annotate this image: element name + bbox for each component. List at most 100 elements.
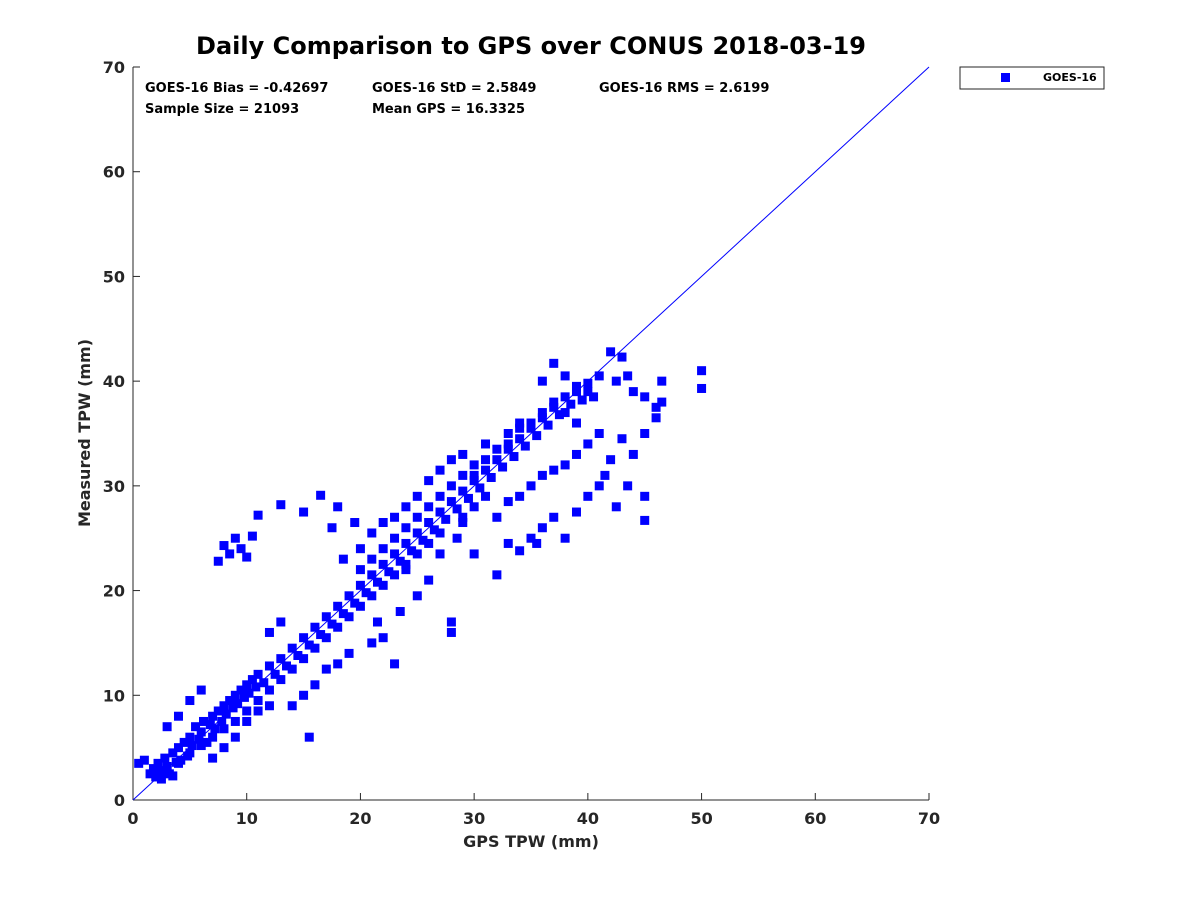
data-point bbox=[697, 383, 707, 393]
data-point bbox=[276, 500, 286, 510]
legend-box bbox=[959, 66, 1105, 90]
data-point bbox=[628, 387, 638, 397]
data-point bbox=[304, 732, 314, 742]
data-point bbox=[469, 549, 479, 559]
data-point bbox=[355, 580, 365, 590]
data-point bbox=[492, 570, 502, 580]
data-point bbox=[446, 481, 456, 491]
legend-marker-square bbox=[1001, 73, 1010, 82]
data-point bbox=[367, 570, 377, 580]
data-point bbox=[310, 622, 320, 632]
data-point bbox=[134, 758, 144, 768]
data-point bbox=[253, 669, 263, 679]
data-point bbox=[299, 633, 309, 643]
data-point bbox=[418, 535, 428, 545]
data-point bbox=[270, 669, 280, 679]
data-point bbox=[435, 465, 445, 475]
data-point bbox=[299, 690, 309, 700]
data-point bbox=[589, 392, 599, 402]
data-point bbox=[299, 654, 309, 664]
data-point bbox=[532, 431, 542, 441]
data-point bbox=[537, 376, 547, 386]
data-point bbox=[253, 706, 263, 716]
data-point bbox=[537, 413, 547, 423]
data-point bbox=[225, 549, 235, 559]
data-point bbox=[463, 493, 473, 503]
data-point bbox=[412, 512, 422, 522]
data-point bbox=[571, 381, 581, 391]
stat-sample-size: Sample Size = 21093 bbox=[145, 102, 299, 117]
data-point bbox=[378, 544, 388, 554]
data-point bbox=[213, 556, 223, 566]
data-point bbox=[606, 347, 616, 357]
data-point bbox=[384, 567, 394, 577]
data-point bbox=[412, 491, 422, 501]
data-point bbox=[424, 476, 434, 486]
data-point bbox=[554, 410, 564, 420]
data-point bbox=[199, 716, 209, 726]
data-point bbox=[236, 544, 246, 554]
x-axis-label: GPS TPW (mm) bbox=[463, 832, 599, 851]
data-point bbox=[611, 376, 621, 386]
data-point bbox=[219, 743, 229, 753]
data-point bbox=[424, 575, 434, 585]
data-point bbox=[321, 633, 331, 643]
data-point bbox=[492, 444, 502, 454]
stat-bias: GOES-16 Bias = -0.42697 bbox=[145, 81, 328, 96]
data-point bbox=[424, 538, 434, 548]
data-point bbox=[651, 402, 661, 412]
data-point bbox=[293, 650, 303, 660]
data-point bbox=[179, 737, 189, 747]
x-ticks: 0 10 20 30 40 50 60 70 bbox=[127, 793, 940, 828]
data-point bbox=[458, 486, 468, 496]
data-point bbox=[640, 515, 650, 525]
y-tick-label: 60 bbox=[103, 163, 125, 182]
data-point bbox=[486, 472, 496, 482]
data-point bbox=[401, 565, 411, 575]
stat-rms: GOES-16 RMS = 2.6199 bbox=[599, 81, 769, 96]
data-point bbox=[145, 769, 155, 779]
data-point bbox=[247, 531, 257, 541]
legend: GOES-16 bbox=[959, 66, 1105, 90]
data-point bbox=[196, 685, 206, 695]
data-point bbox=[617, 434, 627, 444]
data-point bbox=[304, 640, 314, 650]
data-point bbox=[196, 741, 206, 751]
data-point bbox=[173, 743, 183, 753]
data-point bbox=[452, 533, 462, 543]
data-point bbox=[367, 554, 377, 564]
data-point bbox=[566, 399, 576, 409]
data-point bbox=[520, 441, 530, 451]
stat-mean-gps: Mean GPS = 16.3325 bbox=[372, 102, 525, 117]
data-point bbox=[185, 732, 195, 742]
data-point bbox=[208, 753, 218, 763]
data-point bbox=[469, 470, 479, 480]
x-tick-label: 30 bbox=[463, 809, 485, 828]
data-point bbox=[230, 716, 240, 726]
data-point bbox=[287, 643, 297, 653]
data-point bbox=[230, 732, 240, 742]
stats-block: GOES-16 Bias = -0.42697 GOES-16 StD = 2.… bbox=[145, 81, 769, 117]
data-point bbox=[247, 675, 257, 685]
data-point bbox=[185, 696, 195, 706]
data-point bbox=[481, 439, 491, 449]
data-point bbox=[697, 366, 707, 376]
data-point bbox=[168, 748, 178, 758]
data-point bbox=[560, 408, 570, 418]
data-point bbox=[503, 444, 513, 454]
data-point bbox=[230, 533, 240, 543]
data-point bbox=[401, 523, 411, 533]
data-point bbox=[481, 465, 491, 475]
data-point bbox=[549, 512, 559, 522]
data-point bbox=[253, 510, 263, 520]
data-point bbox=[395, 556, 405, 566]
y-tick-label: 70 bbox=[103, 58, 125, 77]
data-point bbox=[515, 546, 525, 556]
data-point bbox=[435, 491, 445, 501]
data-point bbox=[640, 392, 650, 402]
data-point bbox=[492, 512, 502, 522]
data-point bbox=[549, 402, 559, 412]
data-point bbox=[469, 460, 479, 470]
data-point bbox=[350, 598, 360, 608]
data-point bbox=[156, 766, 166, 776]
